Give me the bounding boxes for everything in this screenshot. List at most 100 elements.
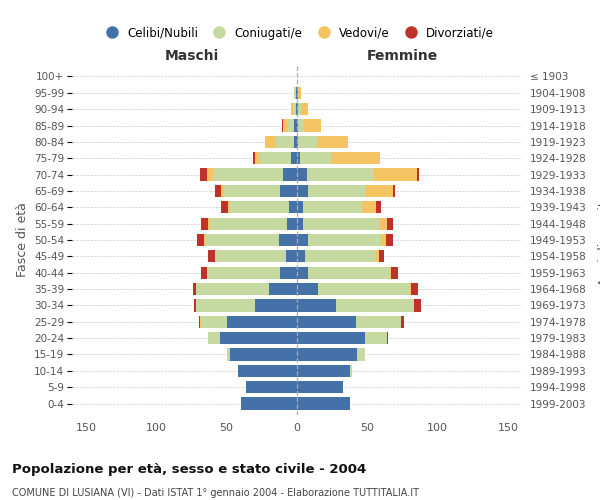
Bar [365,185,392,197]
Bar [293,103,296,116]
Bar [265,136,276,148]
Bar [297,218,302,230]
Bar [382,234,386,246]
Bar [297,348,358,360]
Bar [297,300,337,312]
Bar [229,348,297,360]
Bar [337,300,414,312]
Bar [298,136,317,148]
Bar [387,218,392,230]
Bar [414,300,421,312]
Text: COMUNE DI LUSIANA (VI) - Dati ISTAT 1° gennaio 2004 - Elaborazione TUTTITALIA.IT: COMUNE DI LUSIANA (VI) - Dati ISTAT 1° g… [12,488,419,498]
Bar [298,86,301,99]
Bar [297,152,300,164]
Bar [392,185,395,197]
Bar [297,136,298,148]
Bar [210,218,287,230]
Bar [281,120,283,132]
Bar [287,218,297,230]
Bar [297,120,298,132]
Bar [401,316,404,328]
Bar [208,218,210,230]
Bar [221,201,228,213]
Bar [294,86,296,99]
Bar [260,152,292,164]
Bar [194,300,196,312]
Bar [297,398,350,409]
Bar [292,152,297,164]
Bar [308,185,365,197]
Bar [356,316,401,328]
Bar [227,316,297,328]
Text: Maschi: Maschi [164,48,218,62]
Bar [238,364,297,377]
Bar [298,120,304,132]
Bar [297,316,356,328]
Bar [193,283,196,295]
Bar [279,234,297,246]
Bar [221,185,224,197]
Bar [283,168,297,180]
Bar [212,168,283,180]
Bar [409,283,411,295]
Bar [255,300,297,312]
Bar [294,136,297,148]
Bar [304,120,321,132]
Bar [269,283,297,295]
Bar [305,250,376,262]
Bar [255,152,260,164]
Bar [241,398,297,409]
Bar [376,201,382,213]
Bar [207,168,212,180]
Bar [386,234,392,246]
Bar [297,250,305,262]
Text: Popolazione per età, sesso e stato civile - 2004: Popolazione per età, sesso e stato civil… [12,462,366,475]
Bar [280,266,297,279]
Bar [199,316,200,328]
Bar [283,120,287,132]
Bar [379,250,384,262]
Bar [297,381,343,394]
Bar [206,234,279,246]
Bar [390,266,391,279]
Bar [307,168,374,180]
Bar [202,218,208,230]
Bar [302,218,380,230]
Bar [362,201,376,213]
Bar [297,86,298,99]
Bar [204,234,206,246]
Legend: Celibi/Nubili, Coniugati/e, Vedovi/e, Divorziati/e: Celibi/Nubili, Coniugati/e, Vedovi/e, Di… [95,22,499,44]
Bar [215,250,286,262]
Bar [391,266,398,279]
Bar [387,332,388,344]
Y-axis label: Fasce di età: Fasce di età [16,202,29,278]
Bar [297,266,308,279]
Bar [300,152,331,164]
Bar [331,152,380,164]
Bar [411,283,418,295]
Bar [302,201,362,213]
Bar [292,103,293,116]
Bar [297,103,298,116]
Bar [297,332,365,344]
Bar [358,348,365,360]
Bar [301,103,308,116]
Y-axis label: Anni di nascita: Anni di nascita [598,194,600,286]
Bar [227,348,229,360]
Bar [215,185,221,197]
Bar [317,136,347,148]
Bar [350,364,352,377]
Bar [297,201,302,213]
Bar [208,332,220,344]
Bar [380,218,387,230]
Bar [286,250,297,262]
Bar [298,103,301,116]
Bar [247,381,297,394]
Bar [196,300,255,312]
Bar [289,201,297,213]
Bar [196,283,269,295]
Bar [202,316,227,328]
Bar [318,283,409,295]
Bar [208,250,215,262]
Bar [416,168,419,180]
